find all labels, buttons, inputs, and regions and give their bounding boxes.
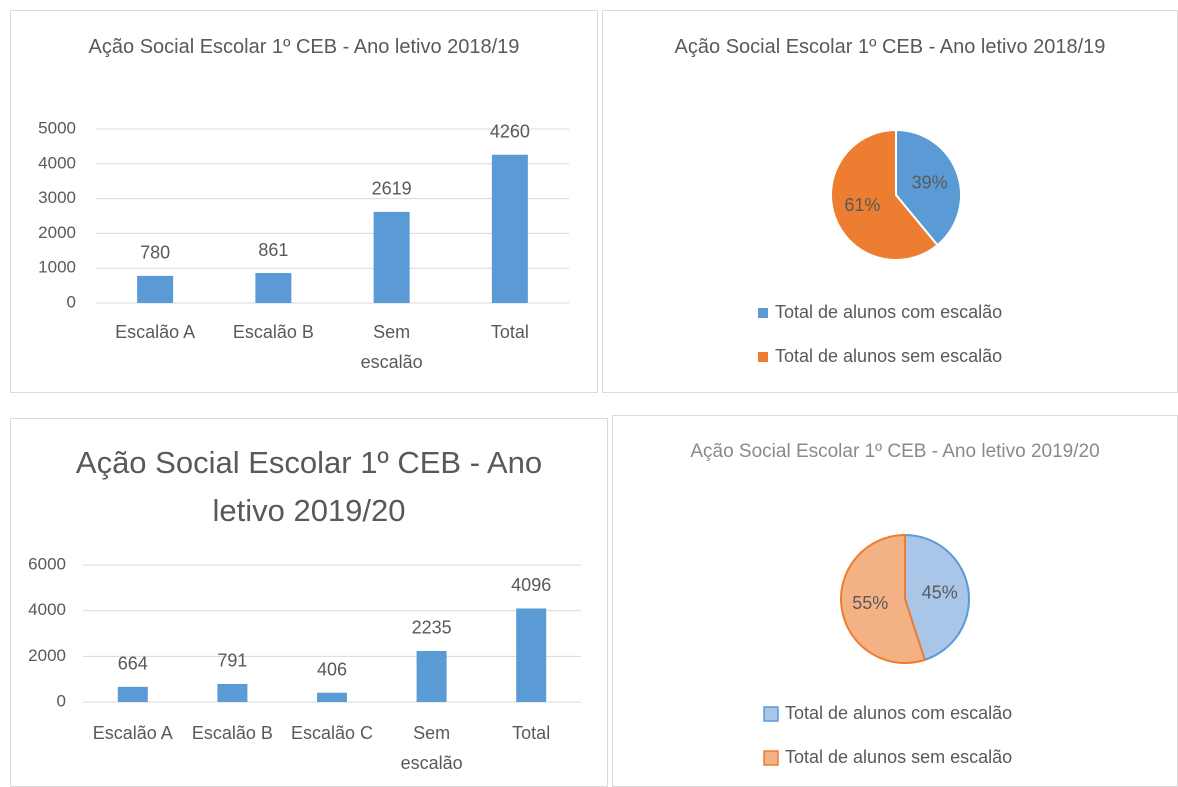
legend-label: Total de alunos sem escalão [785, 747, 1012, 767]
pie-slice [840, 533, 927, 664]
y-tick-label: 3000 [38, 188, 76, 207]
x-tick-label: Escalão B [191, 723, 273, 743]
bar [516, 608, 547, 702]
x-tick-label: Escalão C [290, 723, 374, 743]
chart: 0 1000 2000 3000 4000 5000 780 861 2619 4260 [38, 118, 569, 311]
legend-marker [763, 706, 779, 722]
data-label: 2619 [372, 179, 412, 199]
legend-marker [758, 352, 768, 362]
pie-slice [895, 128, 962, 247]
chart-panel: 0 2000 4000 6000 664 791 406 2235 4096 Ação Socia… [10, 418, 608, 787]
x-tick-label: Sem escalão [360, 322, 423, 372]
data-label: 861 [258, 240, 288, 260]
data-label: 2235 [412, 618, 452, 638]
pie-slice [904, 533, 970, 662]
y-tick-label: 6000 [28, 554, 66, 573]
bar [317, 692, 347, 702]
bar [137, 275, 174, 303]
chart-title: Ação Social Escolar 1º CEB - Ano letivo … [75, 445, 543, 529]
chart-panel: 0 1000 2000 3000 4000 5000 780 861 2619 4260 Ação … [10, 10, 598, 393]
y-tick-label: 4000 [38, 153, 76, 172]
legend-marker [763, 750, 779, 766]
y-tick-label: 0 [57, 691, 66, 710]
data-label: 45% [922, 583, 958, 603]
chart: 0 2000 4000 6000 664 791 406 2235 4096 [28, 554, 581, 710]
chart: 45% Total de alunos com escalão 55% Total d… [763, 533, 1012, 767]
bar [117, 686, 148, 702]
chart: 39% Total de alunos com escalão 61% Total d… [758, 128, 1002, 366]
x-tick-label: Escalão A [92, 723, 173, 743]
bar [373, 211, 410, 303]
x-tick-label: Sem escalão [400, 723, 463, 773]
data-label: 406 [317, 659, 347, 679]
data-label: 4096 [511, 575, 551, 595]
data-label: 61% [844, 195, 880, 215]
legend-label: Total de alunos com escalão [775, 302, 1002, 322]
legend-label: Total de alunos com escalão [785, 703, 1012, 723]
y-tick-label: 2000 [28, 646, 66, 665]
x-tick-label: Total [490, 322, 529, 342]
data-label: 4260 [490, 122, 530, 142]
y-tick-label: 1000 [38, 258, 76, 277]
x-tick-label: Total [512, 723, 551, 743]
chart-panel: 39% Total de alunos com escalão 61% Total d… [602, 10, 1178, 393]
y-tick-label: 2000 [38, 223, 76, 242]
y-tick-label: 0 [67, 292, 76, 311]
chart-title: Ação Social Escolar 1º CEB - Ano letivo … [674, 36, 1106, 58]
chart-title: Ação Social Escolar 1º CEB - Ano letivo … [88, 36, 520, 58]
x-tick-label: Escalão A [115, 322, 196, 342]
data-label: 664 [118, 654, 148, 674]
chart-title: Ação Social Escolar 1º CEB - Ano letivo … [690, 441, 1100, 462]
bar [416, 650, 447, 702]
data-label: 55% [852, 593, 888, 613]
chart-panel: 45% Total de alunos com escalão 55% Total d… [612, 415, 1178, 787]
x-tick-label: Escalão B [232, 322, 314, 342]
bar [217, 683, 248, 702]
data-label: 39% [912, 173, 948, 193]
data-label: 791 [217, 651, 247, 671]
legend-label: Total de alunos sem escalão [775, 346, 1002, 366]
bar [491, 154, 528, 303]
y-tick-label: 4000 [28, 600, 66, 619]
pie-slice [830, 128, 939, 261]
bar [255, 273, 292, 303]
legend-marker [758, 308, 768, 318]
y-tick-label: 5000 [38, 118, 76, 137]
data-label: 780 [140, 243, 170, 263]
